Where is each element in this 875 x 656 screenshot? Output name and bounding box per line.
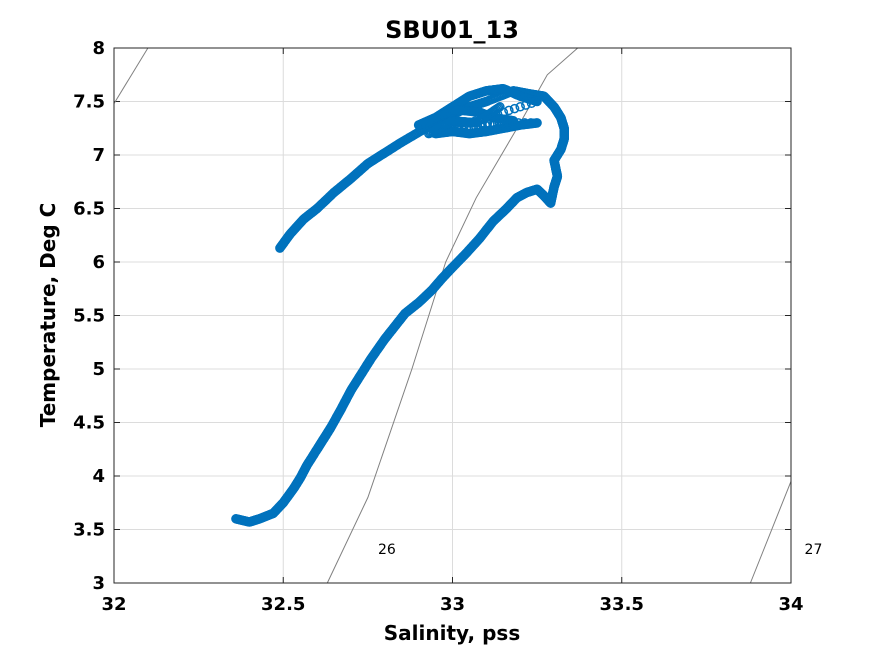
y-tick-label: 6	[92, 252, 105, 273]
data-point	[509, 103, 520, 114]
data-point	[526, 118, 536, 128]
isopycnal-label: 26	[378, 542, 396, 558]
y-tick-label: 8	[92, 38, 105, 59]
y-tick-label: 7	[92, 145, 105, 166]
x-tick-label: 32.5	[261, 594, 305, 615]
data-point	[519, 118, 530, 128]
y-tick-label: 5	[92, 359, 105, 380]
x-tick-labels: 32 32.5 33 33.5 34	[101, 594, 803, 615]
y-tick-labels: 3 3.5 4 4.5 5 5.5 6 6.5 7 7.5 8	[73, 38, 105, 594]
isopycnal-line	[326, 47, 579, 584]
x-tick-label: 34	[778, 594, 803, 615]
y-tick-label: 6.5	[73, 199, 105, 220]
x-tick-label: 33	[440, 594, 465, 615]
chart-title: SBU01_13	[385, 16, 519, 44]
y-tick-label: 4	[92, 466, 105, 487]
y-tick-label: 7.5	[73, 92, 105, 113]
data-points	[231, 83, 569, 527]
y-tick-label: 4.5	[73, 413, 105, 434]
data-point	[503, 116, 514, 127]
isopycnal-label: 27	[805, 542, 823, 558]
data-point	[532, 118, 542, 128]
isopycnal-line	[749, 481, 792, 584]
data-point	[526, 98, 537, 109]
data-point	[508, 116, 519, 126]
data-point	[504, 105, 514, 116]
y-tick-label: 5.5	[73, 306, 105, 327]
data-point	[495, 102, 505, 112]
x-axis-title: Salinity, pss	[384, 621, 520, 645]
y-tick-label: 3	[92, 573, 105, 594]
x-tick-label: 32	[101, 594, 126, 615]
data-point	[494, 118, 505, 128]
y-axis-title: Temperature, Deg C	[36, 203, 60, 428]
data-point	[485, 119, 495, 130]
isopycnal-line	[113, 47, 149, 104]
data-point	[521, 100, 531, 110]
data-point	[275, 243, 285, 253]
data-point	[489, 118, 500, 129]
data-point	[532, 96, 542, 107]
x-tick-label: 33.5	[600, 594, 644, 615]
y-tick-label: 3.5	[73, 520, 105, 541]
data-point	[515, 102, 525, 112]
data-point	[499, 117, 509, 127]
plot-frame	[113, 47, 792, 584]
isopycnal-lines: 26 27	[113, 47, 823, 584]
